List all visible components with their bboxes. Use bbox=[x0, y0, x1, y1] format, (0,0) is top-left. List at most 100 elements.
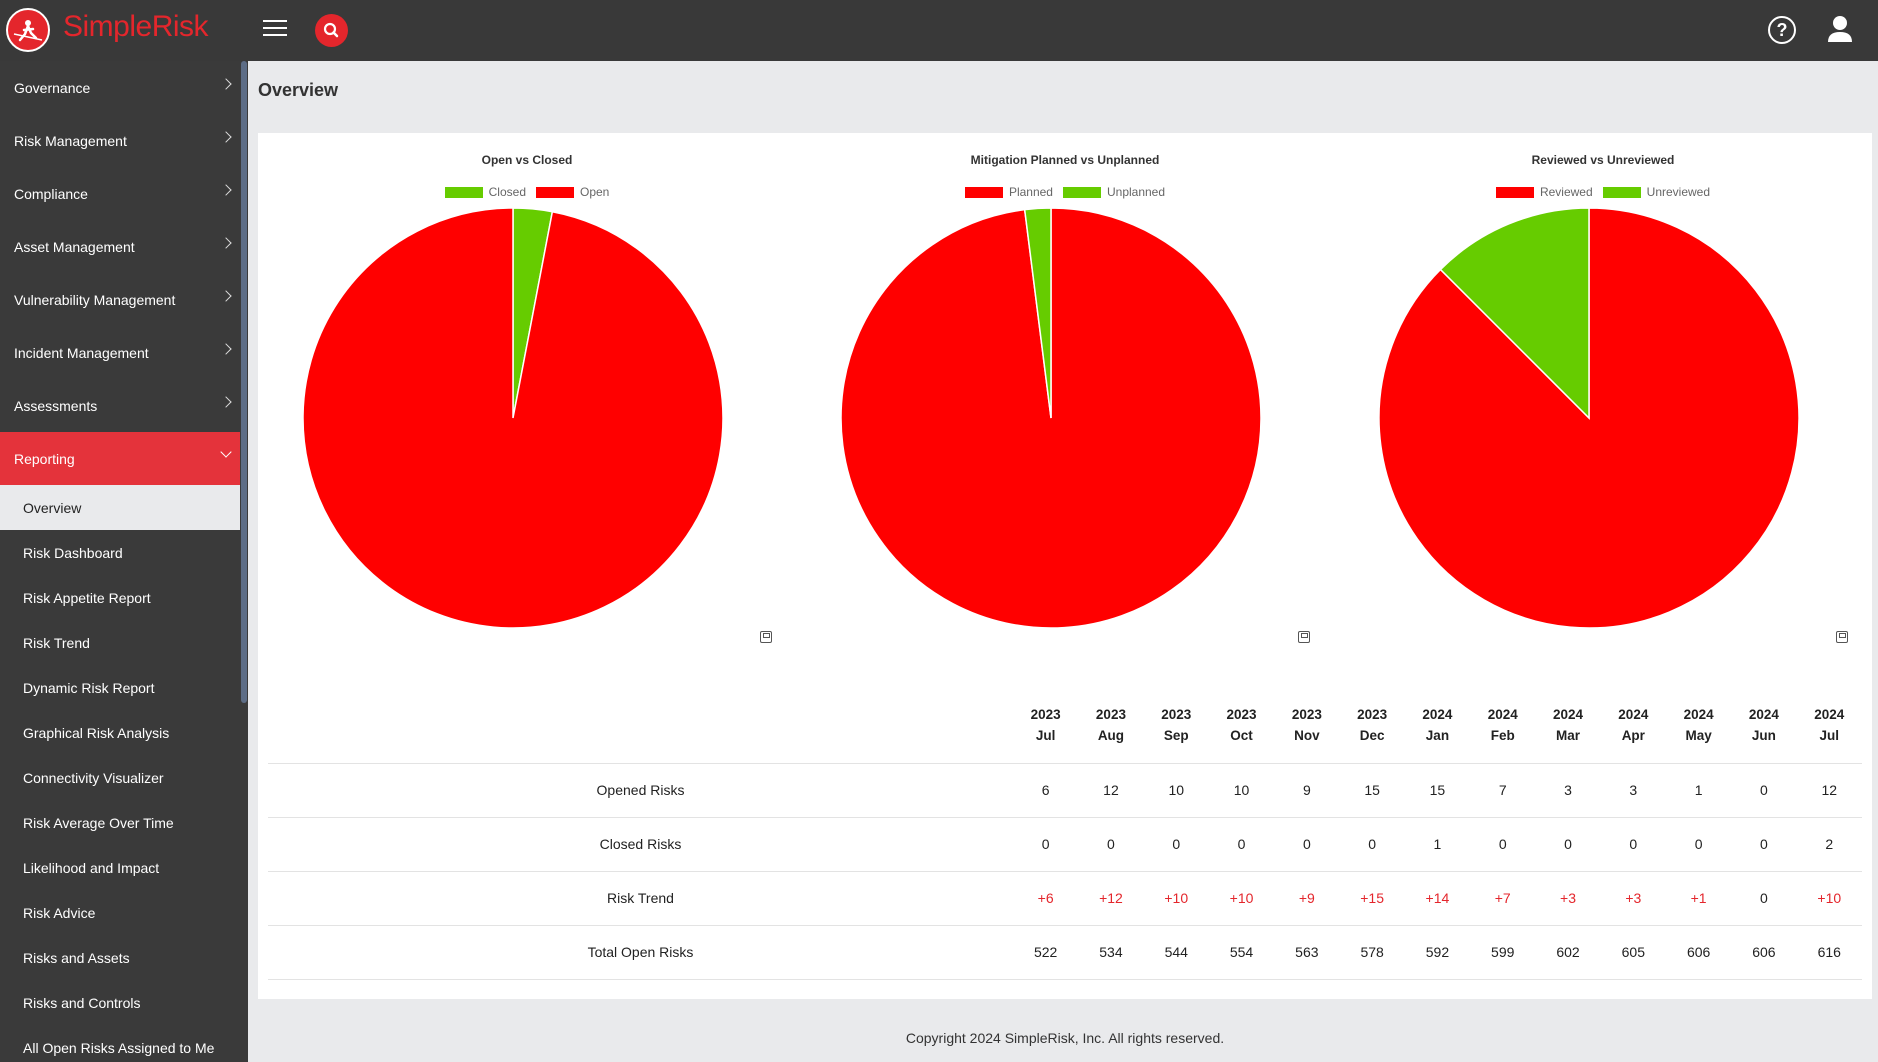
legend-item[interactable]: Unreviewed bbox=[1602, 185, 1710, 199]
table-cell: +9 bbox=[1274, 871, 1340, 926]
table-cell: 0 bbox=[1078, 817, 1144, 872]
sidebar-item-governance[interactable]: Governance bbox=[0, 61, 240, 114]
sidebar-item-label: Reporting bbox=[14, 450, 75, 467]
table-cell: 12 bbox=[1796, 763, 1862, 818]
table-cell: +3 bbox=[1600, 871, 1666, 926]
brand-name[interactable]: SimpleRisk bbox=[63, 10, 209, 43]
sidebar-subitem-connectivity-visualizer[interactable]: Connectivity Visualizer bbox=[23, 769, 164, 786]
chevron-down-icon bbox=[220, 446, 232, 458]
sidebar-item-incident-management[interactable]: Incident Management bbox=[0, 326, 240, 379]
sidebar-subitem-overview[interactable]: Overview bbox=[0, 485, 240, 530]
table-cell: +6 bbox=[1013, 871, 1079, 926]
table-cell: +10 bbox=[1796, 871, 1862, 926]
table-cell: 554 bbox=[1208, 925, 1275, 980]
sidebar-item-label: Risk Management bbox=[14, 132, 127, 149]
sidebar-subitem-risk-appetite-report[interactable]: Risk Appetite Report bbox=[23, 589, 151, 606]
table-cell: 6 bbox=[1013, 763, 1079, 818]
menu-toggle-icon[interactable] bbox=[263, 20, 287, 40]
sidebar-item-label: Assessments bbox=[14, 397, 98, 414]
sidebar-subitem-graphical-risk-analysis[interactable]: Graphical Risk Analysis bbox=[23, 724, 170, 741]
legend-label: Planned bbox=[1008, 185, 1053, 199]
save-icon[interactable] bbox=[760, 631, 772, 643]
table-cell: 0 bbox=[1600, 817, 1666, 872]
table-cell: 563 bbox=[1274, 925, 1340, 980]
user-profile-icon[interactable] bbox=[1826, 14, 1854, 46]
help-icon[interactable]: ? bbox=[1768, 16, 1796, 44]
chart-title: Mitigation Planned vs Unplanned bbox=[970, 153, 1160, 167]
chevron-right-icon bbox=[220, 290, 232, 302]
table-cell: 534 bbox=[1078, 925, 1144, 980]
sidebar-subitem-risk-advice[interactable]: Risk Advice bbox=[23, 904, 96, 921]
table-cell: 3 bbox=[1535, 763, 1601, 818]
sidebar-subitem-risk-trend[interactable]: Risk Trend bbox=[23, 634, 90, 651]
table-cell: 12 bbox=[1078, 763, 1144, 818]
column-header: 2023 Jul bbox=[1013, 688, 1079, 764]
sidebar-item-reporting[interactable]: Reporting bbox=[0, 432, 240, 485]
top-navbar: SimpleRisk ? bbox=[0, 0, 1878, 61]
table-row: Total Open Risks 522 534 544 554 563 578… bbox=[268, 925, 1862, 980]
search-icon[interactable] bbox=[315, 14, 348, 47]
sidebar-item-risk-management[interactable]: Risk Management bbox=[0, 114, 240, 167]
legend-item[interactable]: Unplanned bbox=[1062, 185, 1166, 199]
chart-legend: Reviewed Unreviewed bbox=[1334, 185, 1872, 199]
chart-legend: Closed Open bbox=[258, 185, 796, 199]
sidebar-item-label: Vulnerability Management bbox=[14, 291, 176, 308]
legend-item[interactable]: Reviewed bbox=[1495, 185, 1593, 199]
table-cell: 616 bbox=[1796, 925, 1862, 980]
chart-title: Open vs Closed bbox=[481, 153, 573, 167]
pie-slice-open[interactable] bbox=[303, 208, 723, 628]
sidebar-scrollbar[interactable] bbox=[240, 61, 248, 1062]
sidebar-subitem-risks-and-assets[interactable]: Risks and Assets bbox=[23, 949, 130, 966]
save-icon[interactable] bbox=[1298, 631, 1310, 643]
table-cell: 0 bbox=[1143, 817, 1209, 872]
sidebar-item-assessments[interactable]: Assessments bbox=[0, 379, 240, 432]
legend-item[interactable]: Closed bbox=[444, 185, 526, 199]
sidebar-subitem-dynamic-risk-report[interactable]: Dynamic Risk Report bbox=[23, 679, 155, 696]
sidebar-item-compliance[interactable]: Compliance bbox=[0, 167, 240, 220]
legend-swatch bbox=[1495, 186, 1534, 198]
table-cell: 0 bbox=[1208, 817, 1275, 872]
sidebar-item-vulnerability-management[interactable]: Vulnerability Management bbox=[0, 273, 240, 326]
simplerisk-logo-icon[interactable] bbox=[6, 8, 50, 52]
table-cell: 605 bbox=[1600, 925, 1666, 980]
column-header: 2024 Jul bbox=[1796, 688, 1862, 764]
pie-slice-unplanned[interactable] bbox=[1023, 208, 1052, 419]
chevron-right-icon bbox=[220, 343, 232, 355]
sidebar-subitem-all-open-risks-assigned-to-me[interactable]: All Open Risks Assigned to Me bbox=[23, 1039, 215, 1056]
legend-item[interactable]: Planned bbox=[964, 185, 1053, 199]
table-cell: 15 bbox=[1404, 763, 1471, 818]
table-cell: 1 bbox=[1665, 763, 1732, 818]
chart-legend: Planned Unplanned bbox=[796, 185, 1334, 199]
table-row: Closed Risks 0 0 0 0 0 0 1 0 0 0 0 0 2 bbox=[268, 817, 1862, 872]
legend-swatch bbox=[1602, 186, 1641, 198]
legend-item[interactable]: Open bbox=[536, 185, 609, 199]
legend-swatch bbox=[444, 186, 483, 198]
sidebar-subitem-risk-dashboard[interactable]: Risk Dashboard bbox=[23, 544, 123, 561]
table-cell: 7 bbox=[1470, 763, 1536, 818]
sidebar-item-label: Compliance bbox=[14, 185, 88, 202]
legend-label: Open bbox=[580, 185, 610, 199]
table-cell: 3 bbox=[1600, 763, 1666, 818]
row-label: Opened Risks bbox=[268, 763, 1013, 818]
column-header: 2023 Oct bbox=[1208, 688, 1275, 764]
scrollbar-thumb[interactable] bbox=[241, 61, 247, 703]
legend-label: Reviewed bbox=[1539, 185, 1593, 199]
table-cell: 0 bbox=[1013, 817, 1079, 872]
table-cell: 15 bbox=[1339, 763, 1405, 818]
chart-reviewed-vs-unreviewed: Reviewed vs Unreviewed Reviewed Unreview… bbox=[1334, 133, 1872, 653]
pie-slice-unreviewed[interactable] bbox=[1439, 208, 1590, 420]
pie-chart bbox=[841, 208, 1261, 628]
table-cell: 10 bbox=[1143, 763, 1209, 818]
sidebar-subitem-risk-average-over-time[interactable]: Risk Average Over Time bbox=[23, 814, 174, 831]
overview-card: Open vs Closed Closed Open Mitigation Pl… bbox=[258, 133, 1872, 999]
sidebar-subitem-likelihood-and-impact[interactable]: Likelihood and Impact bbox=[23, 859, 160, 876]
legend-swatch bbox=[536, 186, 574, 198]
table-cell: 0 bbox=[1470, 817, 1536, 872]
legend-label: Unplanned bbox=[1106, 185, 1166, 199]
row-label: Risk Trend bbox=[268, 871, 1013, 926]
chevron-right-icon bbox=[220, 237, 232, 249]
sidebar-item-asset-management[interactable]: Asset Management bbox=[0, 220, 240, 273]
save-icon[interactable] bbox=[1836, 631, 1848, 643]
table-cell: 592 bbox=[1404, 925, 1471, 980]
sidebar-subitem-risks-and-controls[interactable]: Risks and Controls bbox=[23, 994, 141, 1011]
